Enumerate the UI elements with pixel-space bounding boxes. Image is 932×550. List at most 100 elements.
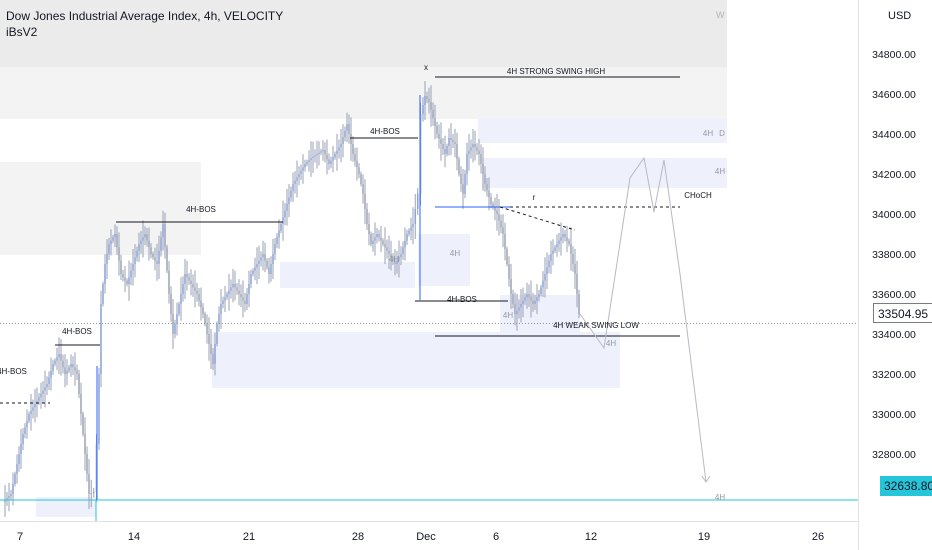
- candle-body: [466, 154, 468, 174]
- annotation-label: CHoCH: [684, 191, 712, 200]
- candle-body: [248, 284, 250, 294]
- demand-zone: [36, 497, 96, 517]
- candle-body: [488, 190, 490, 198]
- annotation-label: 4H WEAK SWING LOW: [553, 321, 639, 330]
- candle-body: [326, 154, 328, 160]
- candle-body: [516, 310, 518, 314]
- candle-body: [334, 154, 336, 158]
- candle-body: [282, 217, 284, 224]
- annotation-label: 4H: [503, 311, 513, 320]
- candle-body: [68, 367, 70, 371]
- candle-body: [16, 464, 18, 474]
- candle-body: [264, 254, 266, 261]
- candle-body: [162, 224, 164, 238]
- candle-body: [208, 334, 210, 344]
- candle-body: [302, 167, 304, 171]
- candle-body: [414, 209, 417, 224]
- candle-body: [484, 174, 486, 184]
- candle-body: [506, 249, 508, 264]
- zones-layer: [0, 0, 859, 550]
- candle-body: [34, 404, 36, 408]
- projection-line: [579, 156, 707, 483]
- candle-body: [90, 493, 93, 494]
- candle-body: [182, 284, 184, 294]
- candle-body: [130, 270, 132, 278]
- pane-toggle-button[interactable]: W: [716, 10, 725, 20]
- candle-body: [340, 144, 342, 148]
- time-tick-label: 14: [128, 531, 140, 543]
- candle-body: [494, 207, 496, 211]
- candle-body: [400, 254, 402, 258]
- candle-body: [200, 300, 202, 308]
- candle-body: [560, 237, 562, 241]
- candle-body: [514, 304, 516, 314]
- candle-body: [422, 105, 424, 114]
- candle-body: [56, 357, 58, 361]
- demand-zone: [280, 262, 415, 288]
- candle-body: [376, 234, 378, 238]
- annotation-label: 4H-BOS: [447, 295, 477, 304]
- candle-body: [388, 250, 390, 254]
- candle-body: [20, 444, 22, 454]
- candle-body: [44, 387, 46, 391]
- candle-body: [404, 240, 406, 248]
- candle-body: [382, 240, 384, 244]
- candle-body: [46, 384, 48, 388]
- candle-body: [570, 244, 572, 254]
- candle-body: [202, 307, 204, 314]
- candle-body: [128, 277, 130, 284]
- candle-body: [472, 144, 474, 148]
- indicator-name[interactable]: iBsV2: [6, 25, 38, 39]
- supply-zone-top: [0, 67, 727, 119]
- candle-body: [74, 367, 76, 371]
- candle-body: [228, 290, 230, 294]
- time-tick-label: 28: [352, 531, 364, 543]
- choch-diagonal-line: [499, 206, 576, 231]
- candle-body: [100, 304, 102, 374]
- candle-body: [152, 254, 154, 258]
- candle-body: [106, 254, 108, 264]
- candle-body: [60, 354, 62, 361]
- annotation-label: 4H: [715, 493, 725, 502]
- candle-body: [304, 164, 306, 168]
- candle-body: [26, 420, 28, 428]
- candle-body: [470, 147, 472, 151]
- candle-body: [554, 247, 556, 251]
- candle-body: [256, 264, 258, 268]
- candle-body: [210, 344, 212, 354]
- candle-body: [12, 484, 14, 494]
- candle-body: [342, 137, 344, 144]
- candle-body: [40, 394, 42, 398]
- candle-body: [176, 314, 178, 324]
- candle-body: [192, 284, 194, 288]
- candle-body: [98, 374, 100, 444]
- candle-body: [216, 324, 218, 344]
- candle-body: [450, 138, 452, 140]
- candle-body: [318, 152, 320, 154]
- candle-body: [548, 260, 550, 268]
- chart-legend: Dow Jones Industrial Average Index, 4h, …: [6, 8, 283, 40]
- price-tick-label: 34400.00: [872, 129, 916, 141]
- candle-body: [144, 234, 146, 238]
- candle-body: [486, 184, 488, 191]
- candle-body: [392, 257, 394, 261]
- candle-body: [464, 174, 466, 194]
- candle-body: [468, 150, 470, 154]
- candle-body: [196, 290, 198, 294]
- candle-body: [336, 150, 338, 154]
- annotation-label: 4H STRONG SWING HIGH: [507, 67, 605, 76]
- candle-body: [138, 244, 140, 251]
- candle-body: [70, 364, 72, 368]
- candle-body: [82, 414, 84, 434]
- candle-body: [374, 237, 376, 241]
- candle-body: [502, 227, 504, 234]
- candle-body: [428, 99, 430, 102]
- annotation-label: x: [424, 63, 428, 72]
- candle-body: [380, 237, 382, 241]
- candle-body: [38, 397, 40, 401]
- candle-body: [370, 234, 372, 244]
- candle-body: [456, 144, 458, 159]
- time-tick-label: Dec: [416, 531, 436, 543]
- candle-body: [288, 197, 290, 204]
